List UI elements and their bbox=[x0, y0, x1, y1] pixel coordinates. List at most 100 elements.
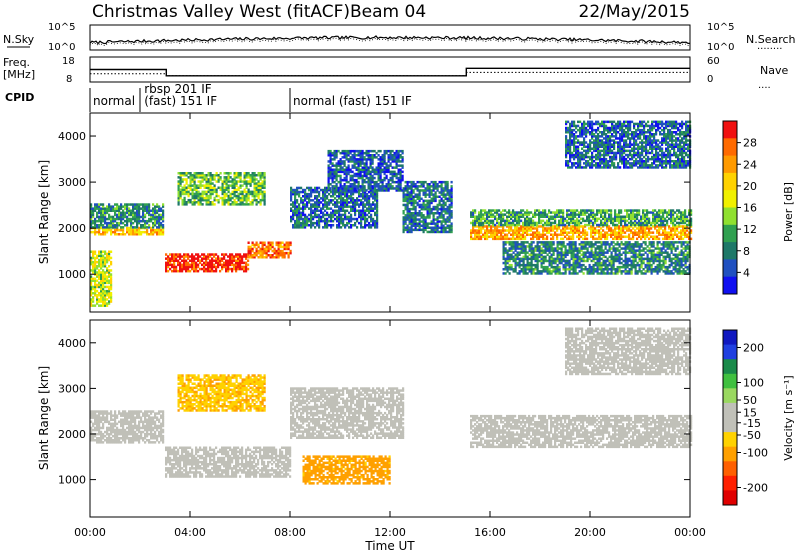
heatmap-cell bbox=[94, 256, 97, 260]
heatmap-cell bbox=[397, 178, 400, 182]
heatmap-cell bbox=[203, 186, 206, 189]
heatmap-cell bbox=[502, 241, 505, 244]
heatmap-cell bbox=[446, 205, 449, 209]
heatmap-cell bbox=[387, 183, 390, 186]
heatmap-cell bbox=[328, 219, 331, 223]
heatmap-cell bbox=[333, 156, 336, 159]
heatmap-cell bbox=[203, 261, 206, 265]
heatmap-cell bbox=[576, 223, 579, 227]
heatmap-cell bbox=[592, 235, 595, 238]
heatmap-cell bbox=[368, 211, 371, 215]
heatmap-cell bbox=[219, 186, 222, 189]
heatmap-cell bbox=[102, 258, 105, 262]
heatmap-cell bbox=[340, 205, 343, 208]
heatmap-cell bbox=[102, 281, 105, 285]
heatmap-cell bbox=[253, 251, 256, 255]
heatmap-cell bbox=[508, 225, 511, 228]
heatmap-cell bbox=[326, 226, 329, 229]
heatmap-cell bbox=[316, 199, 319, 202]
heatmap-cell bbox=[132, 233, 135, 236]
heatmap-cell bbox=[114, 207, 117, 210]
heatmap-cell bbox=[348, 215, 351, 219]
heatmap-cell bbox=[568, 241, 571, 244]
heatmap-cell bbox=[241, 267, 244, 271]
heatmap-cell bbox=[365, 172, 368, 176]
heatmap-cell bbox=[108, 292, 111, 295]
heatmap-cell bbox=[302, 224, 305, 227]
heatmap-cell bbox=[498, 215, 501, 218]
heatmap-cell bbox=[490, 215, 493, 218]
heatmap-cell bbox=[580, 211, 583, 214]
heatmap-cell bbox=[478, 229, 481, 232]
heatmap-cell bbox=[520, 235, 523, 238]
heatmap-cell bbox=[245, 186, 248, 189]
heatmap-cell bbox=[482, 223, 485, 227]
heatmap-cell bbox=[265, 247, 268, 251]
heatmap-cell bbox=[306, 203, 309, 206]
heatmap-cell bbox=[626, 225, 629, 228]
heatmap-cell bbox=[644, 229, 647, 232]
heatmap-cell bbox=[355, 174, 358, 178]
heatmap-cell bbox=[377, 168, 380, 171]
heatmap-cell bbox=[500, 225, 503, 228]
heatmap-cell bbox=[488, 209, 491, 212]
heatmap-cell bbox=[94, 224, 97, 227]
heatmap-cell bbox=[434, 228, 437, 232]
heatmap-cell bbox=[516, 215, 519, 218]
heatmap-cell bbox=[542, 233, 545, 236]
heatmap-cell bbox=[377, 170, 380, 174]
heatmap-cell bbox=[136, 215, 139, 219]
heatmap-cell bbox=[92, 287, 95, 291]
heatmap-cell bbox=[500, 211, 503, 214]
heatmap-cell bbox=[375, 168, 378, 171]
heatmap-cell bbox=[324, 209, 327, 212]
heatmap-cell bbox=[156, 203, 159, 206]
heatmap-cell bbox=[339, 178, 342, 182]
heatmap-cell bbox=[504, 229, 507, 232]
heatmap-cell bbox=[227, 201, 230, 204]
heatmap-cell bbox=[530, 259, 533, 263]
heatmap-cell bbox=[275, 249, 278, 253]
heatmap-cell bbox=[404, 228, 407, 232]
heatmap-cell bbox=[399, 164, 402, 167]
heatmap-cell bbox=[134, 226, 137, 229]
heatmap-cell bbox=[496, 237, 499, 241]
heatmap-cell bbox=[514, 261, 517, 265]
heatmap-cell bbox=[132, 217, 135, 221]
heatmap-cell bbox=[326, 207, 329, 210]
heatmap-cell bbox=[128, 207, 131, 210]
heatmap-cell bbox=[349, 176, 352, 180]
heatmap-cell bbox=[158, 226, 161, 229]
heatmap-cell bbox=[369, 174, 372, 178]
heatmap-cell bbox=[424, 195, 427, 198]
heatmap-cell bbox=[191, 176, 194, 179]
heatmap-cell bbox=[514, 229, 517, 232]
heatmap-cell bbox=[412, 224, 415, 227]
heatmap-cell bbox=[530, 261, 533, 265]
heatmap-cell bbox=[552, 215, 555, 218]
heatmap-cell bbox=[343, 151, 346, 155]
heatmap-cell bbox=[538, 217, 541, 221]
heatmap-cell bbox=[588, 221, 591, 225]
heatmap-cell bbox=[508, 211, 511, 214]
heatmap-cell bbox=[424, 189, 427, 192]
heatmap-cell bbox=[362, 205, 365, 208]
heatmap-cell bbox=[247, 259, 250, 262]
heatmap-cell bbox=[233, 180, 236, 183]
heatmap-cell bbox=[416, 187, 419, 190]
heatmap-cell bbox=[211, 178, 214, 181]
heatmap-cell bbox=[528, 211, 531, 214]
heatmap-cell bbox=[556, 263, 559, 267]
heatmap-cell bbox=[660, 219, 663, 223]
heatmap-cell bbox=[337, 160, 340, 163]
heatmap-cell bbox=[588, 227, 591, 230]
heatmap-cell bbox=[674, 225, 677, 228]
heatmap-cell bbox=[592, 213, 595, 216]
heatmap-cell bbox=[522, 213, 525, 216]
heatmap-cell bbox=[616, 217, 619, 221]
heatmap-cell bbox=[363, 170, 366, 174]
heatmap-cell bbox=[556, 272, 559, 275]
heatmap-cell bbox=[92, 209, 95, 212]
heatmap-cell bbox=[187, 184, 190, 187]
heatmap-cell bbox=[106, 252, 109, 256]
